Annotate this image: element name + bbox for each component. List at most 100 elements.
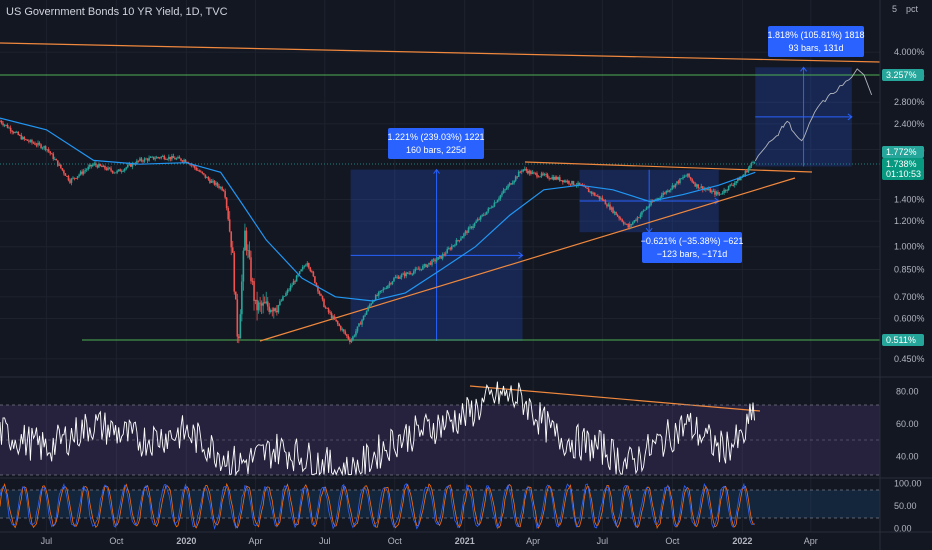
candle-body-213 xyxy=(323,299,325,308)
price-tag-4 xyxy=(882,334,924,346)
candle-body-130 xyxy=(196,169,199,171)
candle-body-438 xyxy=(665,190,668,194)
price-tick-2: 2.800% xyxy=(894,97,925,107)
triangle-top-line xyxy=(524,161,813,173)
candle-body-443 xyxy=(673,185,675,188)
candle-body-346 xyxy=(525,168,528,171)
candle-body-155 xyxy=(234,291,237,300)
candle-body-194 xyxy=(294,281,296,283)
candle-body-413 xyxy=(627,224,630,228)
candle-body-94 xyxy=(142,160,144,162)
candle-body-171 xyxy=(259,302,261,304)
candle-body-170 xyxy=(257,302,260,311)
notes-layer: 1.221% (239.03%) 1221 160 bars, 225d −0.62… xyxy=(387,26,865,263)
candle-body-276 xyxy=(419,268,421,270)
candle-body-240 xyxy=(364,314,366,316)
candle-body-395 xyxy=(600,197,602,199)
candle-body-71 xyxy=(107,167,109,170)
candle-body-140 xyxy=(212,180,214,182)
candle-body-465 xyxy=(706,189,709,191)
candle-body-325 xyxy=(493,202,496,207)
candle-body-235 xyxy=(356,326,359,332)
candle-body-261 xyxy=(396,276,398,278)
candle-body-161 xyxy=(244,230,246,251)
candle-body-58 xyxy=(87,166,90,170)
candle-body-399 xyxy=(606,204,608,207)
candle-body-10 xyxy=(14,132,17,133)
candle-body-439 xyxy=(666,190,669,192)
candle-body-305 xyxy=(463,233,465,237)
candle-body-57 xyxy=(85,169,88,171)
candle-body-221 xyxy=(335,319,337,322)
candle-body-25 xyxy=(37,142,39,146)
candle-body-457 xyxy=(694,183,696,187)
candle-body-132 xyxy=(199,171,202,173)
candle-body-253 xyxy=(384,288,386,290)
candle-body-328 xyxy=(498,198,500,201)
candle-body-0 xyxy=(0,120,1,122)
time-tick-3: Apr xyxy=(249,536,263,546)
candle-body-224 xyxy=(339,325,342,330)
candle-body-269 xyxy=(408,273,410,274)
candle-body-309 xyxy=(469,226,471,228)
candle-body-113 xyxy=(171,156,173,160)
candle-body-287 xyxy=(435,259,438,262)
candle-body-412 xyxy=(625,223,628,225)
candle-body-428 xyxy=(650,201,652,206)
candle-body-437 xyxy=(663,192,666,194)
candle-body-292 xyxy=(443,254,445,256)
candle-body-441 xyxy=(670,188,672,191)
candle-body-12 xyxy=(17,131,20,135)
candle-body-462 xyxy=(701,186,704,190)
candle-body-373 xyxy=(566,180,569,183)
candle-body-112 xyxy=(169,156,172,160)
candle-body-23 xyxy=(34,143,36,145)
candle-body-319 xyxy=(484,214,487,216)
candle-body-187 xyxy=(283,295,286,297)
time-tick-0: Jul xyxy=(41,536,53,546)
chart-title: US Government Bonds 10 YR Yield, 1D, TVC xyxy=(6,6,228,18)
candle-body-190 xyxy=(288,289,290,291)
candle-body-394 xyxy=(598,195,601,199)
time-axis[interactable]: Jul Oct 2020 Apr Jul Oct 2021 Apr Jul Oct 2022 Apr xyxy=(41,536,818,546)
candle-body-31 xyxy=(46,149,48,151)
candle-body-101 xyxy=(152,156,155,160)
candle-body-169 xyxy=(256,299,258,311)
candle-body-258 xyxy=(391,281,394,284)
candle-body-102 xyxy=(154,158,156,160)
candle-body-249 xyxy=(377,292,380,296)
candle-body-377 xyxy=(572,180,575,185)
candle-body-388 xyxy=(589,191,592,193)
candle-body-217 xyxy=(329,312,331,314)
price-tick-3: 2.400% xyxy=(894,119,925,129)
candle-body-492 xyxy=(747,168,750,173)
candle-body-177 xyxy=(268,306,271,312)
candle-body-175 xyxy=(265,301,268,304)
candle-body-456 xyxy=(692,181,695,184)
candle-body-96 xyxy=(145,158,147,160)
candle-body-245 xyxy=(371,301,374,304)
candle-body-460 xyxy=(698,187,701,189)
price-tag-label-1: 1.772% xyxy=(886,147,917,157)
candle-body-267 xyxy=(405,272,407,277)
candle-body-323 xyxy=(490,207,493,209)
candle-body-228 xyxy=(346,334,348,336)
candle-body-376 xyxy=(571,180,573,185)
candle-body-72 xyxy=(108,167,111,169)
time-tick-9: Oct xyxy=(665,536,680,546)
candle-body-426 xyxy=(647,206,649,208)
candle-body-308 xyxy=(467,227,470,233)
rsi-tick-1: 60.00 xyxy=(896,419,919,429)
candle-body-134 xyxy=(203,173,205,175)
candle-body-83 xyxy=(125,167,128,169)
price-tags: 3.257% 1.772% 1.738%01:10:53 0.511% xyxy=(882,69,924,346)
candle-body-243 xyxy=(368,305,371,307)
candle-body-19 xyxy=(28,140,30,142)
candle-body-433 xyxy=(657,198,660,200)
candle-body-179 xyxy=(271,310,274,312)
candle-body-242 xyxy=(367,306,369,312)
y-unit-label: pct xyxy=(906,4,919,14)
candle-body-248 xyxy=(376,295,379,296)
candle-body-131 xyxy=(198,170,201,172)
